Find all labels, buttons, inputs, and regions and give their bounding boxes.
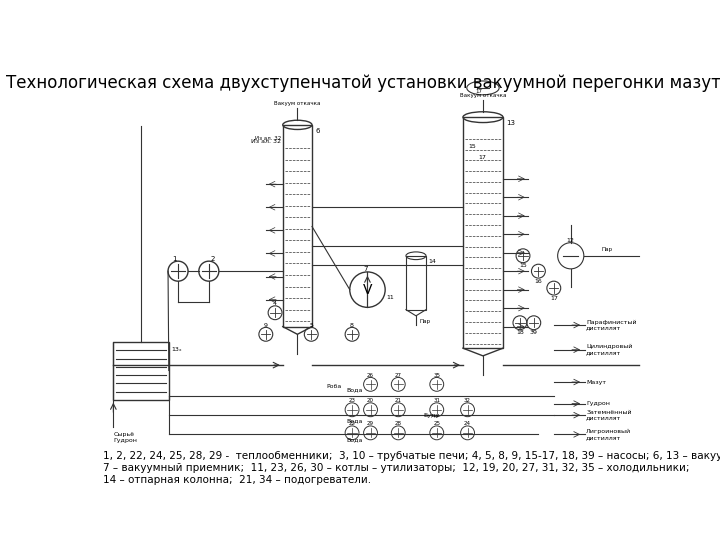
Text: Из ал. 32: Из ал. 32 <box>255 136 282 141</box>
Text: 17: 17 <box>478 154 486 160</box>
Text: 5: 5 <box>310 322 313 328</box>
Text: 4: 4 <box>273 301 277 306</box>
Text: 27: 27 <box>395 373 402 377</box>
Text: Технологическая схема двухступенчатой установки вакуумной перегонки мазута: Технологическая схема двухступенчатой ус… <box>6 74 720 92</box>
Text: 15: 15 <box>519 264 527 268</box>
Text: Мазут: Мазут <box>586 380 606 384</box>
Text: 6: 6 <box>315 128 320 134</box>
Text: 35: 35 <box>433 373 440 377</box>
Text: 28: 28 <box>395 421 402 426</box>
Text: 26: 26 <box>367 373 374 377</box>
Ellipse shape <box>467 81 499 95</box>
Text: 31: 31 <box>433 398 440 403</box>
Text: 39: 39 <box>530 330 538 335</box>
Text: 17: 17 <box>476 89 482 94</box>
Text: 1, 2, 22, 24, 25, 28, 29 -  теплообменники;  3, 10 – трубчатые печи; 4, 5, 8, 9,: 1, 2, 22, 24, 25, 28, 29 - теплообменник… <box>102 451 720 484</box>
Text: 15: 15 <box>468 144 476 149</box>
Bar <box>283 125 312 327</box>
Text: 22: 22 <box>348 421 356 426</box>
Text: Лигроиновый
дистиллят: Лигроиновый дистиллят <box>586 429 631 440</box>
Text: 25: 25 <box>433 421 440 426</box>
Text: 24: 24 <box>464 421 471 426</box>
Text: 13: 13 <box>506 120 515 126</box>
Text: Вода: Вода <box>346 418 362 423</box>
Text: 23: 23 <box>348 398 356 403</box>
Text: 8: 8 <box>350 322 354 328</box>
Text: Вакуум откачка: Вакуум откачка <box>274 101 320 106</box>
Text: 1: 1 <box>172 256 176 262</box>
Text: 2: 2 <box>210 256 215 262</box>
Text: Из ал. 32: Из ал. 32 <box>251 139 282 144</box>
Text: V: V <box>363 282 372 296</box>
Text: 9: 9 <box>264 322 268 328</box>
Text: Вакуум откачка: Вакуум откачка <box>459 93 506 98</box>
Text: Пар: Пар <box>601 247 613 252</box>
Text: 14: 14 <box>428 259 436 265</box>
Text: 20: 20 <box>367 398 374 403</box>
Text: Затемнённый
дистиллят: Затемнённый дистиллят <box>586 410 631 421</box>
Bar <box>113 342 168 400</box>
Bar <box>463 117 503 348</box>
Text: Гудрон: Гудрон <box>586 401 610 406</box>
Text: 17: 17 <box>550 295 558 301</box>
Text: Вода: Вода <box>346 387 362 392</box>
Text: Сырьё: Сырьё <box>113 432 135 437</box>
Text: 13ₓ: 13ₓ <box>171 347 181 352</box>
Text: 32: 32 <box>464 398 471 403</box>
Text: Цилиндровый
дистиллят: Цилиндровый дистиллят <box>586 344 632 355</box>
Bar <box>406 256 426 309</box>
Text: 21: 21 <box>395 398 402 403</box>
Text: Парафинистый
дистиллят: Парафинистый дистиллят <box>586 320 636 330</box>
Text: 11: 11 <box>387 295 395 300</box>
Text: 7: 7 <box>364 266 368 272</box>
Text: 16: 16 <box>534 279 542 284</box>
Text: Пар: Пар <box>420 319 431 323</box>
Text: Буду: Буду <box>423 413 439 417</box>
Text: Гудрон: Гудрон <box>113 438 138 443</box>
Text: 29: 29 <box>367 421 374 426</box>
Text: 12: 12 <box>567 238 575 243</box>
Text: 18: 18 <box>516 330 523 335</box>
Text: Вода: Вода <box>346 437 362 442</box>
Text: Роба: Роба <box>327 384 342 389</box>
